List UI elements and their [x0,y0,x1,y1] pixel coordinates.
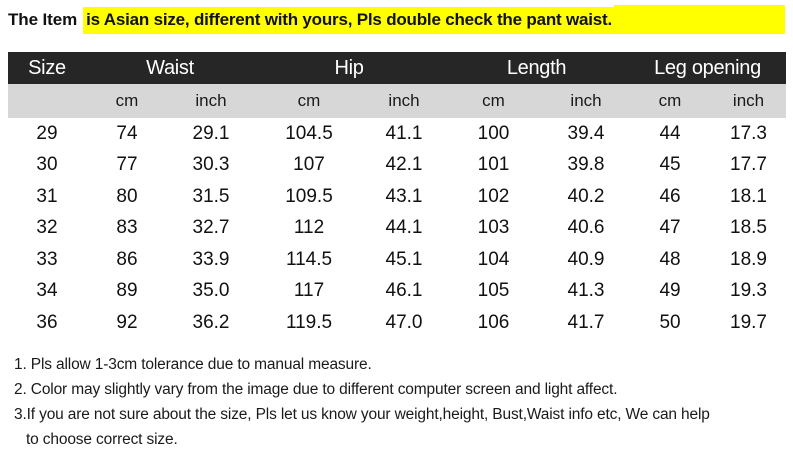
cell-hip-inch: 47.0 [364,307,445,339]
asian-size-notice: The Item is Asian size, different with y… [8,3,785,37]
cell-leg-opening-inch: 18.1 [711,181,787,213]
cell-waist-inch: 31.5 [168,181,255,213]
cell-leg-opening-inch: 17.7 [711,149,787,181]
unit-header-hip-cm: cm [254,84,365,118]
cell-leg-opening-cm: 49 [629,275,712,307]
cell-leg-opening-inch: 19.3 [711,275,787,307]
cell-waist-inch: 30.3 [168,149,255,181]
cell-size: 29 [8,118,86,150]
table-row: 36 92 36.2 119.5 47.0 106 41.7 50 19.7 [8,307,787,339]
cell-length-cm: 103 [444,212,544,244]
cell-leg-opening-cm: 48 [629,244,712,276]
cell-waist-cm: 83 [86,212,168,244]
table-row: 30 77 30.3 107 42.1 101 39.8 45 17.7 [8,149,787,181]
unit-header-hip-inch: inch [364,84,445,118]
unit-header-length-cm: cm [444,84,544,118]
cell-hip-inch: 41.1 [364,118,445,150]
table-unit-header-row: cm inch cm inch cm inch cm inch [8,84,787,118]
cell-length-inch: 39.4 [543,118,630,150]
cell-length-cm: 101 [444,149,544,181]
notice-highlighted-text: is Asian size, different with yours, Pls… [83,6,615,34]
cell-length-cm: 106 [444,307,544,339]
cell-length-inch: 39.8 [543,149,630,181]
cell-length-inch: 41.7 [543,307,630,339]
cell-hip-cm: 114.5 [254,244,365,276]
cell-leg-opening-inch: 18.5 [711,212,787,244]
note-tolerance: 1. Pls allow 1-3cm tolerance due to manu… [14,356,372,373]
cell-hip-cm: 119.5 [254,307,365,339]
table-row: 32 83 32.7 112 44.1 103 40.6 47 18.5 [8,212,787,244]
cell-length-inch: 40.6 [543,212,630,244]
cell-hip-cm: 109.5 [254,181,365,213]
cell-length-cm: 105 [444,275,544,307]
cell-hip-cm: 104.5 [254,118,365,150]
column-group-length: Length [444,52,630,84]
cell-size: 30 [8,149,86,181]
cell-waist-cm: 77 [86,149,168,181]
cell-hip-cm: 107 [254,149,365,181]
cell-leg-opening-inch: 18.9 [711,244,787,276]
cell-leg-opening-cm: 50 [629,307,712,339]
unit-header-waist-cm: cm [86,84,168,118]
cell-length-inch: 41.3 [543,275,630,307]
unit-header-leg-opening-cm: cm [629,84,712,118]
cell-hip-inch: 45.1 [364,244,445,276]
note-color-variation: 2. Color may slightly vary from the imag… [14,381,618,398]
footer-notes: 1. Pls allow 1-3cm tolerance due to manu… [14,352,786,452]
column-group-leg-opening: Leg opening [629,52,787,84]
column-group-hip: Hip [254,52,445,84]
cell-size: 34 [8,275,86,307]
notice-highlight-filler [614,5,785,34]
table-group-header-row: Size Waist Hip Length Leg opening [8,52,787,84]
cell-leg-opening-inch: 17.3 [711,118,787,150]
table-row: 31 80 31.5 109.5 43.1 102 40.2 46 18.1 [8,181,787,213]
cell-leg-opening-cm: 44 [629,118,712,150]
cell-waist-cm: 92 [86,307,168,339]
table-body: 29 74 29.1 104.5 41.1 100 39.4 44 17.3 3… [8,118,787,339]
cell-leg-opening-cm: 46 [629,181,712,213]
cell-hip-cm: 117 [254,275,365,307]
cell-size: 36 [8,307,86,339]
cell-waist-inch: 36.2 [168,307,255,339]
cell-waist-inch: 29.1 [168,118,255,150]
cell-leg-opening-cm: 47 [629,212,712,244]
cell-length-cm: 104 [444,244,544,276]
cell-hip-inch: 46.1 [364,275,445,307]
cell-size: 31 [8,181,86,213]
table-row: 34 89 35.0 117 46.1 105 41.3 49 19.3 [8,275,787,307]
note-size-help-continued: to choose correct size. [26,431,178,448]
cell-length-inch: 40.2 [543,181,630,213]
cell-waist-inch: 35.0 [168,275,255,307]
cell-hip-inch: 44.1 [364,212,445,244]
notice-lead-text: The Item [8,10,78,29]
table-row: 33 86 33.9 114.5 45.1 104 40.9 48 18.9 [8,244,787,276]
note-size-help: 3.If you are not sure about the size, Pl… [14,406,710,423]
cell-waist-cm: 89 [86,275,168,307]
table-row: 29 74 29.1 104.5 41.1 100 39.4 44 17.3 [8,118,787,150]
cell-waist-cm: 74 [86,118,168,150]
column-group-size: Size [8,52,86,84]
unit-header-size-blank [8,84,86,118]
cell-length-cm: 100 [444,118,544,150]
size-chart-table: Size Waist Hip Length Leg opening cm inc… [8,52,787,339]
cell-leg-opening-inch: 19.7 [711,307,787,339]
cell-waist-cm: 86 [86,244,168,276]
cell-hip-inch: 42.1 [364,149,445,181]
cell-hip-inch: 43.1 [364,181,445,213]
cell-waist-inch: 32.7 [168,212,255,244]
cell-size: 33 [8,244,86,276]
cell-hip-cm: 112 [254,212,365,244]
unit-header-waist-inch: inch [168,84,255,118]
column-group-waist: Waist [86,52,255,84]
unit-header-leg-opening-inch: inch [711,84,787,118]
cell-waist-cm: 80 [86,181,168,213]
cell-length-cm: 102 [444,181,544,213]
unit-header-length-inch: inch [543,84,630,118]
cell-leg-opening-cm: 45 [629,149,712,181]
cell-waist-inch: 33.9 [168,244,255,276]
cell-size: 32 [8,212,86,244]
cell-length-inch: 40.9 [543,244,630,276]
